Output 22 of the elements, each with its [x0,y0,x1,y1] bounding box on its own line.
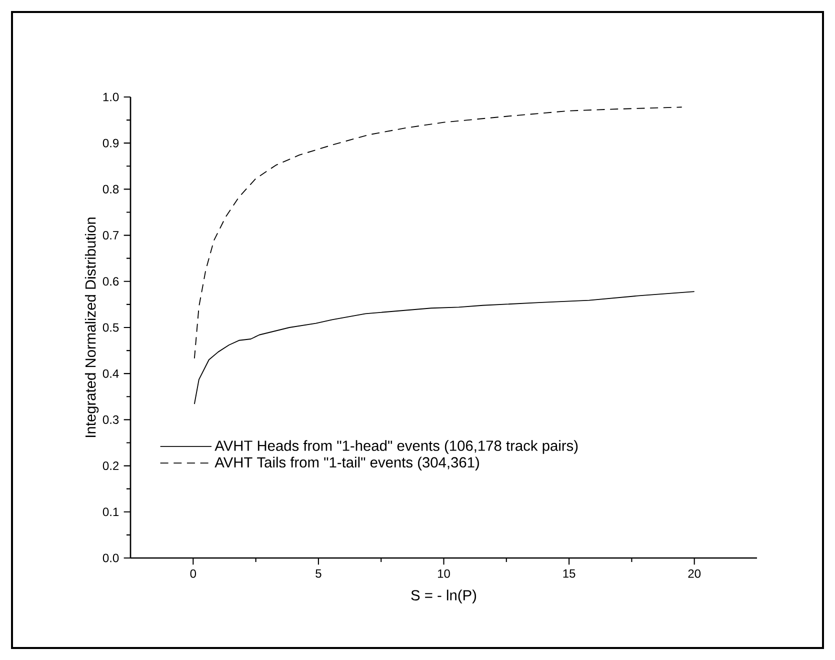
x-tick-label: 20 [688,569,701,578]
x-tick-label: 10 [438,569,450,578]
y-tick-label: 0.0 [102,554,119,562]
y-tick-label: 0.1 [102,508,119,516]
x-tick-label: 15 [563,569,576,578]
x-axis-title: S = - ln(P) [411,590,476,604]
y-tick-label: 0.5 [102,323,119,332]
y-tick-label: 0.8 [102,184,119,194]
y-tick-label: 0.9 [102,138,119,148]
legend-label: AVHT Tails from "1-tail" events (304,361) [214,456,479,470]
y-tick-label: 0.3 [102,415,119,424]
y-tick-label: 0.7 [102,231,119,240]
line-series [194,106,682,359]
y-tick-label: 0.2 [102,462,119,470]
y-tick-label: 0.6 [102,277,119,286]
y-tick-label: 0.4 [102,369,119,378]
line-series [194,291,695,404]
legend-label: AVHT Heads from "1-head" events (106,178 track pairs) [214,440,578,454]
x-tick-label: 5 [316,569,322,578]
x-tick-label: 0 [190,569,196,578]
y-tick-label: 1.0 [103,92,119,102]
y-axis-title: Integrated Normalized Distribution [84,218,99,437]
